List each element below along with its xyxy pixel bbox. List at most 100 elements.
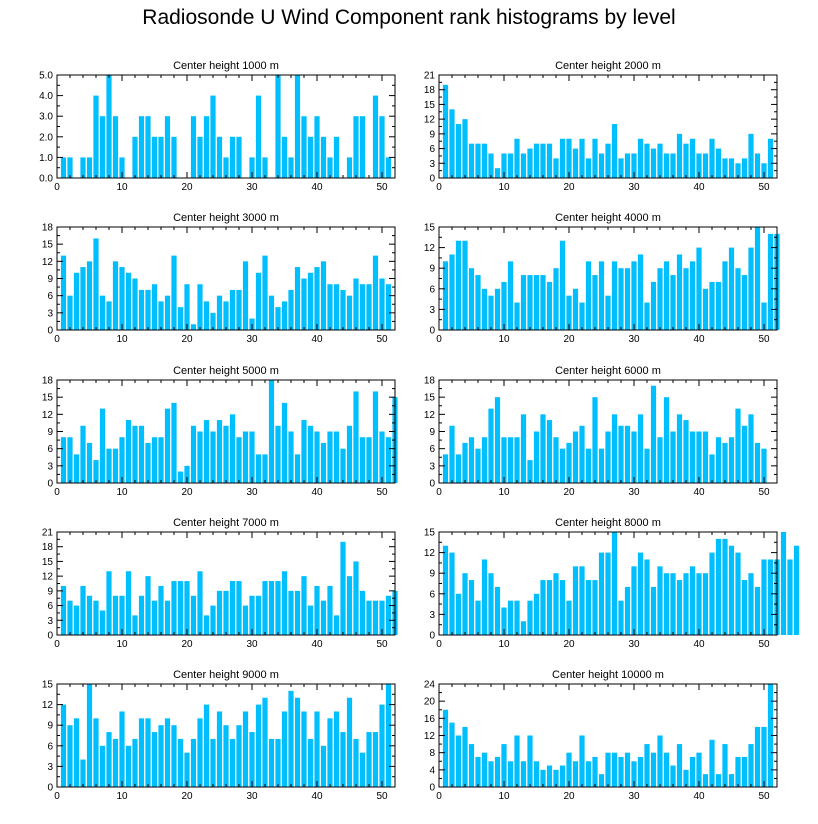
histogram-bar xyxy=(670,765,676,787)
histogram-bar xyxy=(171,402,177,483)
histogram-bar xyxy=(184,284,190,330)
histogram-bar xyxy=(689,261,696,330)
histogram-bar xyxy=(281,711,288,787)
y-tick-label: 4 xyxy=(429,765,435,776)
histogram-bar xyxy=(449,109,455,178)
histogram-bar xyxy=(579,302,585,330)
histogram-bar xyxy=(761,559,767,635)
x-tick-label: 50 xyxy=(758,487,770,498)
histogram-bar xyxy=(715,538,722,635)
histogram-bar xyxy=(216,295,223,330)
histogram-bar xyxy=(60,585,67,635)
histogram-bar xyxy=(553,158,559,178)
histogram-bar xyxy=(670,573,676,635)
histogram-bar xyxy=(86,442,93,483)
histogram-bar xyxy=(327,718,333,787)
histogram-bar xyxy=(73,454,80,483)
histogram-bar xyxy=(236,136,242,178)
histogram-bar xyxy=(242,605,249,635)
histogram-bar xyxy=(119,711,125,787)
histogram-bar xyxy=(605,143,611,178)
histogram-bar xyxy=(494,168,501,178)
histogram-bar xyxy=(327,157,333,178)
histogram-bar xyxy=(314,711,320,787)
x-tick-label: 20 xyxy=(181,182,193,193)
histogram-bar xyxy=(559,580,566,635)
y-tick-label: 2.0 xyxy=(39,132,53,143)
histogram-bar xyxy=(138,718,145,787)
histogram-bar xyxy=(294,454,301,483)
x-tick-label: 50 xyxy=(376,487,388,498)
histogram-bar xyxy=(268,295,275,330)
histogram-bar xyxy=(320,442,327,483)
histogram-bar xyxy=(216,711,223,787)
x-tick-label: 50 xyxy=(758,182,770,193)
histogram-bar xyxy=(663,397,670,483)
y-tick-label: 8 xyxy=(429,748,435,759)
histogram-bar xyxy=(663,573,670,635)
x-tick-label: 30 xyxy=(628,487,640,498)
histogram-bar xyxy=(80,425,86,483)
histogram-bar xyxy=(709,739,715,787)
histogram-bar xyxy=(223,725,229,787)
y-tick-label: 9 xyxy=(429,427,435,438)
histogram-bar xyxy=(462,240,468,330)
histogram-bar xyxy=(184,752,190,787)
histogram-bar xyxy=(138,595,145,635)
histogram-bar xyxy=(106,571,112,635)
histogram-bar xyxy=(501,607,507,635)
y-tick-label: 12 xyxy=(42,572,54,583)
histogram-bar xyxy=(449,722,455,787)
histogram-bar xyxy=(340,541,346,635)
histogram-bar xyxy=(462,442,468,483)
x-tick-label: 30 xyxy=(628,182,640,193)
x-tick-label: 40 xyxy=(311,334,323,345)
y-tick-label: 0 xyxy=(429,479,435,490)
histogram-bar xyxy=(242,431,249,483)
histogram-bar xyxy=(359,116,366,178)
histogram-bar xyxy=(125,272,132,330)
histogram-bar xyxy=(663,261,670,330)
histogram-bar xyxy=(190,595,197,635)
y-tick-label: 20 xyxy=(424,697,436,708)
histogram-bar xyxy=(741,158,748,178)
histogram-bar xyxy=(533,431,540,483)
y-tick-label: 6 xyxy=(429,589,435,600)
histogram-bar xyxy=(307,605,314,635)
x-tick-label: 30 xyxy=(246,334,258,345)
y-tick-label: 0 xyxy=(47,326,53,337)
histogram-bar xyxy=(353,116,359,178)
histogram-bar xyxy=(637,414,644,483)
histogram-bar xyxy=(138,425,145,483)
histogram-bar xyxy=(281,301,288,330)
histogram-bar xyxy=(80,585,86,635)
histogram-bar xyxy=(190,738,197,787)
histogram-bar xyxy=(372,732,379,787)
histogram-bar xyxy=(385,595,392,635)
histogram-bar xyxy=(650,148,657,178)
histogram-bar xyxy=(507,153,514,178)
histogram-bar xyxy=(184,465,190,483)
histogram-bar xyxy=(514,302,520,330)
histogram-bar xyxy=(728,774,735,787)
histogram-bar xyxy=(203,301,210,330)
histogram-bar xyxy=(637,552,644,635)
histogram-bar xyxy=(696,247,702,330)
histogram-bar xyxy=(598,153,605,178)
histogram-bar xyxy=(683,420,689,483)
histogram-bar xyxy=(754,442,761,483)
histogram-bar xyxy=(307,272,314,330)
histogram-bar xyxy=(475,448,481,483)
histogram-bar xyxy=(73,272,80,330)
rank-histogram-panel: Center height 5000 m 0 10 20 30 40 50 0 3 6 9 12 15 1… xyxy=(42,365,398,498)
x-tick-label: 40 xyxy=(693,182,705,193)
histogram-bar xyxy=(735,268,741,330)
histogram-bar xyxy=(210,95,216,178)
histogram-bar xyxy=(514,735,520,787)
histogram-bar xyxy=(488,761,494,787)
x-tick-label: 0 xyxy=(436,487,442,498)
histogram-bar xyxy=(112,116,119,178)
histogram-bar xyxy=(592,756,598,787)
histogram-bar xyxy=(585,261,592,330)
histogram-bar xyxy=(520,621,527,635)
